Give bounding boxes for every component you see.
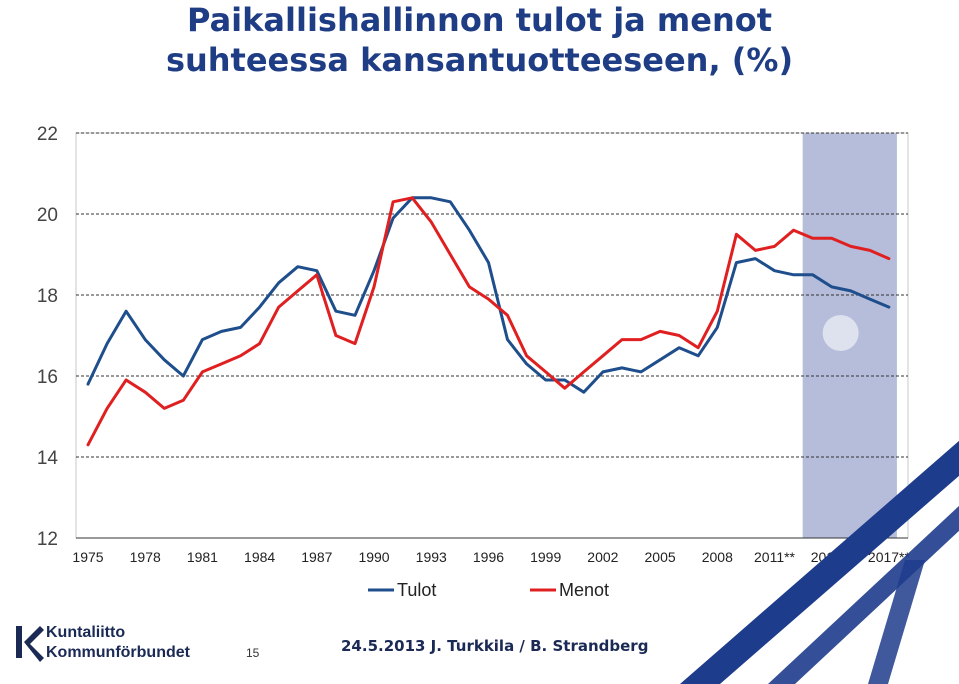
x-tick-label: 1996 bbox=[473, 549, 504, 565]
swoosh-bar-3 bbox=[868, 560, 925, 684]
x-tick-label: 2008 bbox=[702, 549, 733, 565]
x-tick-label: 2002 bbox=[587, 549, 618, 565]
x-tick-label: 1978 bbox=[130, 549, 161, 565]
chart-title-line1: Paikallishallinnon tulot ja menot bbox=[186, 1, 772, 39]
logo-text-sv: Kommunförbundet bbox=[46, 644, 190, 661]
y-tick-label: 16 bbox=[37, 367, 58, 388]
decorative-swoosh bbox=[680, 440, 959, 684]
x-tick-label: 2017** bbox=[868, 549, 911, 565]
kuntaliitto-logo: Kuntaliitto Kommunförbundet bbox=[14, 622, 190, 666]
swoosh-bar-1 bbox=[680, 440, 959, 684]
logo-text-fi: Kuntaliitto bbox=[46, 624, 126, 641]
x-tick-label: 2005 bbox=[645, 549, 676, 565]
chart-title-line2: suhteessa kansantuotteeseen, (%) bbox=[165, 41, 794, 79]
x-tick-label: 1975 bbox=[72, 549, 103, 565]
x-tick-label: 1993 bbox=[416, 549, 447, 565]
series-line-menot bbox=[86, 196, 891, 447]
x-tick-label: 1987 bbox=[301, 549, 332, 565]
plot-frame bbox=[75, 132, 909, 539]
y-tick-label: 18 bbox=[37, 286, 58, 307]
swoosh-bar-2 bbox=[768, 505, 959, 684]
x-tick-label: 2011** bbox=[754, 549, 796, 565]
forecast-band-glow bbox=[822, 315, 859, 351]
page-number: 15 bbox=[246, 646, 260, 660]
x-tick-label: 1999 bbox=[530, 549, 561, 565]
y-tick-label: 12 bbox=[37, 529, 58, 550]
y-tick-label: 22 bbox=[37, 124, 58, 145]
footer-date-author: 24.5.2013 J. Turkkila / B. Strandberg bbox=[341, 637, 649, 655]
legend-label-menot: Menot bbox=[559, 580, 609, 600]
y-tick-label: 14 bbox=[37, 448, 59, 469]
x-tick-label: 1981 bbox=[187, 549, 218, 565]
x-tick-label: 1984 bbox=[244, 549, 275, 565]
legend-label-tulot: Tulot bbox=[397, 580, 436, 600]
y-tick-label: 20 bbox=[37, 205, 58, 226]
kuntaliitto-logo-icon bbox=[16, 626, 44, 662]
x-tick-label: 1990 bbox=[358, 549, 389, 565]
series-line-tulot bbox=[86, 196, 891, 394]
